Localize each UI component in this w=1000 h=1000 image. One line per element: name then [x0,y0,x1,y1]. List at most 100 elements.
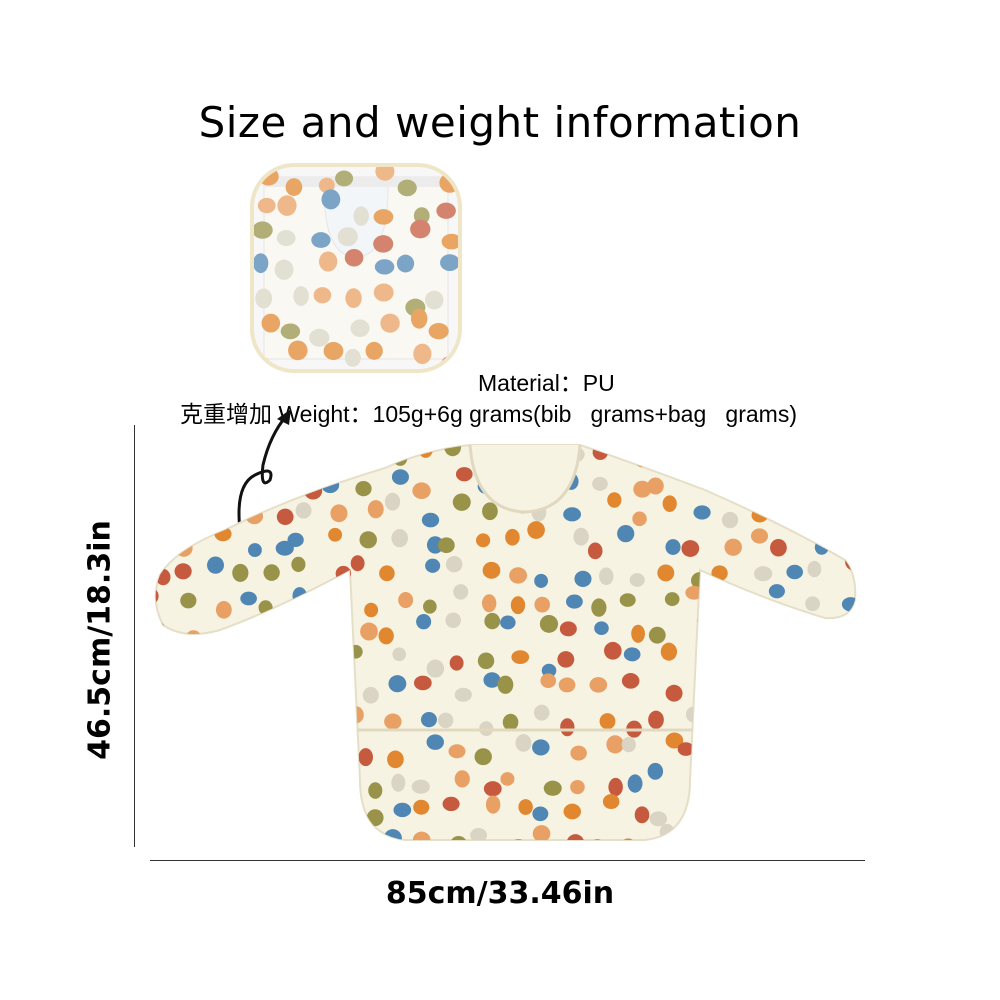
polka-dot [835,645,850,660]
polka-dot [423,599,437,614]
polka-dot [632,511,647,527]
polka-dot [243,473,257,488]
polka-dot [445,612,461,629]
polka-dot [768,584,785,599]
polka-dot [649,811,668,827]
polka-dot [280,323,301,340]
polka-dot [710,779,727,795]
polka-dot [269,745,284,760]
polka-dot [540,673,557,689]
polka-dot [155,524,171,541]
polka-dot [202,473,217,491]
polka-dot [440,254,458,271]
polka-dot [155,807,157,826]
polka-dot [345,288,362,308]
polka-dot [241,622,259,641]
polka-dot [442,796,460,812]
polka-dot [155,493,157,510]
polka-dot [775,737,791,752]
polka-dot [448,744,466,759]
polka-dot [360,622,378,641]
polka-dot [570,745,587,761]
polka-dot [276,508,294,525]
polka-dot [844,716,856,732]
polka-dot [695,648,713,663]
polka-dot [297,658,316,676]
polka-dot [300,611,316,629]
polka-dot [838,837,855,840]
polka-dot [677,742,695,756]
polka-dot [254,356,271,369]
polka-dot [231,704,248,719]
polka-dot [373,283,394,302]
polka-dot [398,591,414,609]
polka-dot [333,705,353,721]
polka-dot [392,647,407,662]
polka-dot [171,743,187,762]
polka-dot [773,711,788,730]
polka-dot [807,560,822,578]
polka-dot [247,543,262,558]
polka-dot [331,597,345,615]
polka-dot [212,686,231,701]
polka-dot [155,686,173,705]
polka-dot [168,716,183,732]
polka-dot [246,765,262,780]
polka-dot [515,734,532,752]
polka-dot [337,227,358,247]
polka-dot [800,764,814,781]
polka-dot [295,502,312,519]
polka-dot [344,248,364,267]
polka-dot [454,770,470,788]
polka-dot [483,672,501,688]
polka-dot [316,624,335,639]
polka-dot [634,806,650,824]
polka-dot [421,512,440,528]
polka-dot [145,452,152,467]
polka-dot [393,802,412,818]
polka-dot [800,620,816,636]
polka-dot [500,772,515,786]
polka-dot [440,356,458,369]
polka-dot [716,737,732,755]
polka-dot [177,445,195,456]
polka-dot [367,500,384,519]
polka-dot [266,620,284,638]
polka-dot [436,202,456,219]
polka-dot [502,713,519,731]
polka-dot [741,476,757,493]
polka-dot [482,561,501,579]
polka-dot [387,750,404,769]
polka-dot [785,625,803,644]
polka-dot [358,748,373,767]
polka-dot [809,505,827,521]
polka-dot [510,596,526,615]
polka-dot [155,717,156,734]
polka-dot [348,644,363,659]
polka-dot [570,779,585,795]
polka-dot [330,504,348,523]
polka-dot [410,219,431,239]
polka-dot [293,771,309,789]
polka-dot [374,259,395,275]
polka-dot [277,448,292,465]
polka-dot [426,659,445,678]
polka-dot [587,542,603,560]
polka-dot [258,477,277,492]
polka-dot [566,834,585,840]
polka-dot [563,507,582,522]
polka-dot [309,328,330,347]
polka-dot [482,502,498,521]
polka-dot [532,739,550,756]
polka-dot [690,445,707,452]
polka-dot [786,839,805,840]
polka-dot [350,319,370,338]
polka-dot [373,235,394,253]
polka-dot [384,713,402,730]
polka-dot [721,600,739,618]
polka-dot [254,221,273,239]
polka-dot [713,723,729,739]
polka-dot [183,839,202,840]
polka-dot [657,564,675,582]
polka-dot [738,823,757,840]
